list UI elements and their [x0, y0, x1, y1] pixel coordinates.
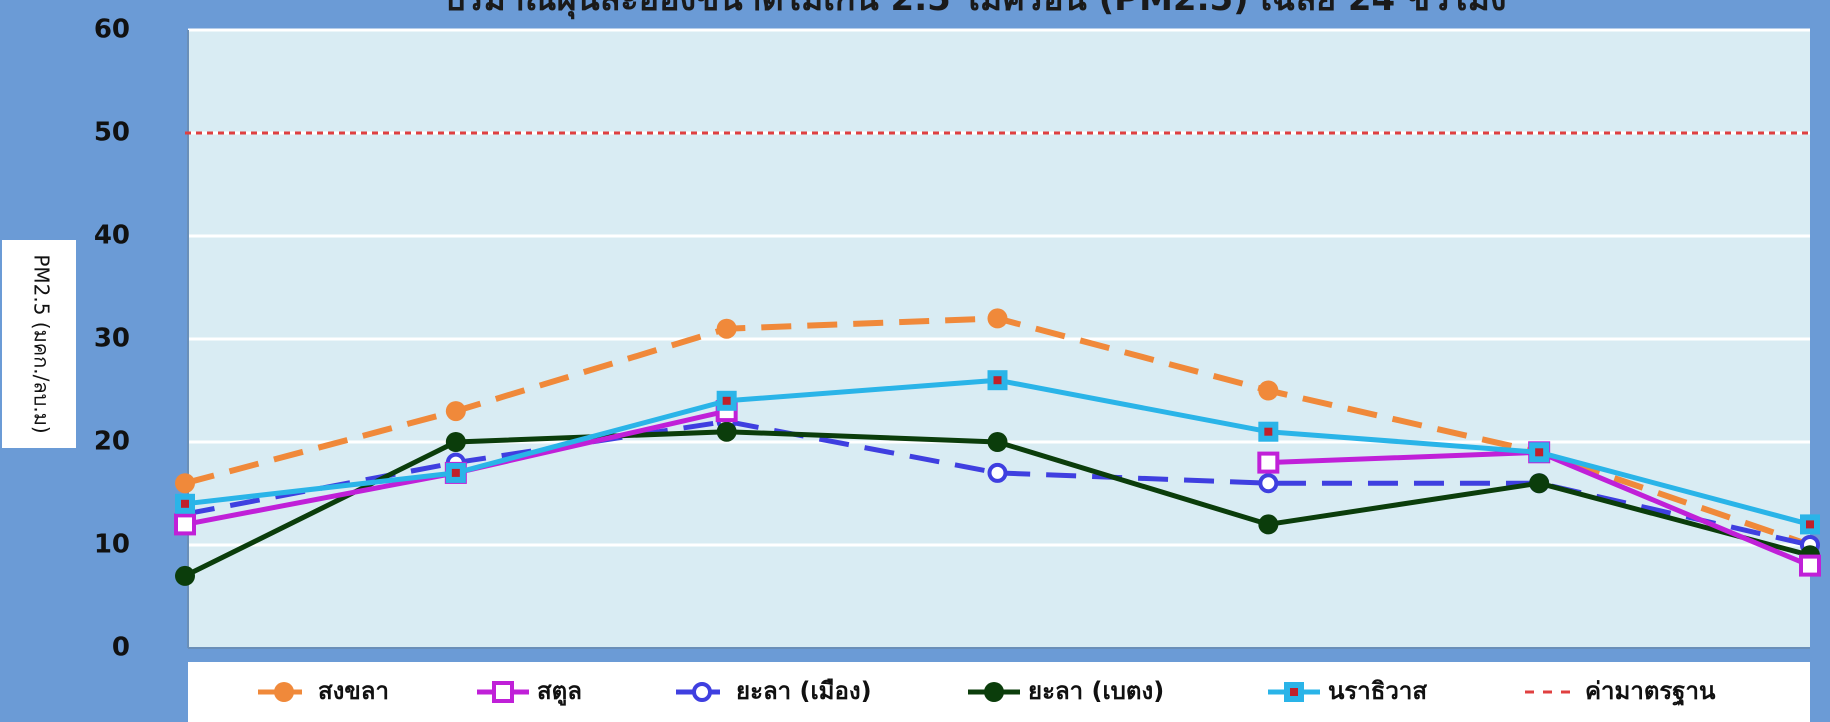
data-point-4-3 — [987, 370, 1008, 391]
y-tick-label-0: 0 — [112, 633, 130, 663]
legend-label-1: สตูล — [537, 677, 582, 706]
data-point-4-6 — [1800, 514, 1820, 535]
series-layer — [174, 131, 1821, 586]
y-tick-label-60: 60 — [94, 15, 130, 45]
data-point-0-3 — [987, 308, 1008, 329]
data-point-2-3 — [987, 462, 1008, 483]
legend-marker-1 — [492, 681, 514, 703]
data-point-0-0 — [175, 473, 195, 494]
legend-item-0: สงขลา — [258, 677, 389, 705]
data-point-3-1 — [445, 432, 466, 452]
legend-item-1: สตูล — [477, 677, 582, 706]
data-point-3-2 — [716, 421, 737, 442]
data-point-3-3 — [987, 432, 1008, 452]
data-point-3-4 — [1258, 514, 1279, 535]
chart-title: ปริมาณฝุ่นละอองขนาดไม่เกิน 2.5 ไมครอน (P… — [444, 0, 1507, 20]
legend-label-4: นราธิวาส — [1328, 677, 1427, 705]
data-point-4-4 — [1258, 421, 1279, 442]
legend-marker-2 — [692, 682, 712, 702]
data-point-1-0 — [174, 513, 196, 536]
data-point-4-2 — [716, 390, 737, 411]
data-point-0-1 — [445, 401, 466, 422]
y-axis-ticks: 0 10 20 30 40 50 60 — [94, 15, 189, 663]
data-point-4-1 — [445, 462, 466, 483]
y-axis-label: PM2.5 (มคก./ลบ.ม) — [30, 254, 54, 433]
legend-marker-3 — [984, 682, 1004, 702]
legend-label-3: ยะลา (เบตง) — [1028, 677, 1164, 705]
data-point-4-5 — [1529, 442, 1550, 463]
legend-item-3: ยะลา (เบตง) — [968, 677, 1164, 705]
gridlines — [188, 28, 1810, 547]
data-point-0-4 — [1258, 380, 1279, 401]
y-tick-label-10: 10 — [94, 530, 130, 560]
y-tick-label-20: 20 — [94, 427, 130, 457]
data-point-4-0 — [175, 493, 195, 514]
legend-item-4: นราธิวาส — [1268, 677, 1427, 705]
legend-marker-0 — [274, 682, 294, 702]
data-point-3-0 — [175, 565, 195, 586]
data-point-3-5 — [1529, 473, 1550, 494]
legend-item-2: ยะลา (เมือง) — [676, 677, 872, 705]
data-point-0-2 — [716, 318, 737, 339]
legend-item-5: ค่ามาตรฐาน — [1525, 677, 1716, 707]
data-point-1-6 — [1799, 554, 1821, 577]
legend: สงขลา สตูล ยะลา (เมือง) ยะลา (เบตง) นราธิวาส… — [258, 677, 1716, 707]
legend-marker-4 — [1284, 682, 1304, 702]
series-4 — [175, 370, 1820, 535]
data-point-2-4 — [1258, 473, 1279, 494]
y-axis-label-background — [2, 240, 76, 448]
y-tick-label-40: 40 — [94, 221, 130, 251]
y-tick-label-30: 30 — [94, 324, 130, 354]
y-tick-label-50: 50 — [94, 118, 130, 148]
legend-label-5: ค่ามาตรฐาน — [1585, 677, 1716, 707]
legend-label-2: ยะลา (เมือง) — [736, 677, 872, 705]
legend-label-0: สงขลา — [318, 677, 389, 705]
data-point-1-4 — [1257, 451, 1280, 474]
y-axis-label-box: PM2.5 (มคก./ลบ.ม) — [2, 240, 76, 448]
